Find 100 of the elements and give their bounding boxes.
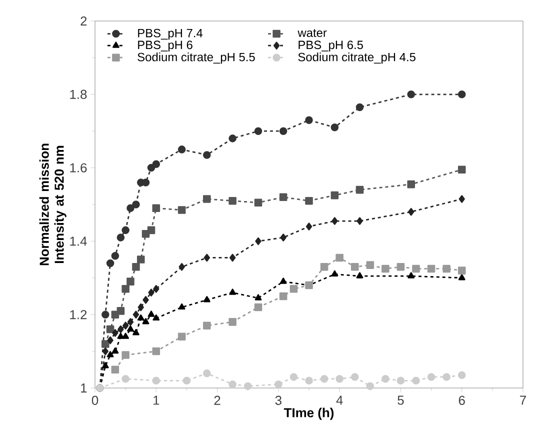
point [102, 347, 108, 356]
point [122, 285, 130, 293]
point [412, 376, 420, 385]
point [132, 329, 140, 336]
point [228, 196, 236, 205]
point [178, 303, 186, 310]
point [305, 376, 313, 385]
point [178, 263, 185, 271]
legend-label: Sodium citrate_pH 5.5 [138, 52, 255, 64]
x-tick-label: 6 [458, 396, 465, 405]
x-tick-label: 5 [398, 396, 404, 405]
point [305, 116, 313, 124]
point [203, 369, 211, 378]
point [228, 134, 236, 142]
point [116, 307, 125, 315]
point [106, 325, 114, 334]
point [254, 127, 262, 135]
point [305, 196, 313, 205]
point [458, 90, 466, 98]
point [152, 347, 160, 356]
y-tick-label: 1.8 [70, 90, 87, 99]
point [306, 222, 312, 230]
y-tick-label: 1 [81, 384, 87, 392]
point [112, 347, 119, 354]
point [458, 195, 465, 203]
x-tick-label: 4 [336, 396, 343, 405]
point [178, 332, 186, 341]
point [442, 373, 450, 381]
point [408, 272, 415, 278]
point [280, 278, 287, 284]
point [106, 351, 114, 358]
y-tick-label: 1.2 [70, 310, 87, 320]
point [152, 204, 160, 212]
point [126, 204, 134, 212]
point [147, 164, 156, 172]
point [102, 310, 110, 318]
point [396, 263, 405, 271]
point [204, 254, 210, 262]
point [350, 263, 359, 271]
point [228, 380, 236, 388]
point [102, 362, 109, 368]
point [279, 127, 288, 135]
x-tick-label: 7 [520, 396, 526, 405]
point [116, 234, 125, 242]
point [229, 288, 236, 295]
legend-label: PBS_pH 6.5 [298, 40, 363, 52]
x-tick-label: 1 [154, 396, 160, 405]
legend-label: Sodium citrate_pH 4.5 [298, 52, 416, 64]
point [148, 310, 155, 317]
point [407, 180, 415, 188]
point [336, 374, 344, 383]
point [458, 266, 466, 274]
point [350, 373, 359, 381]
point [203, 296, 210, 302]
point [330, 191, 339, 200]
point [111, 252, 120, 260]
point [106, 259, 114, 268]
point [148, 288, 154, 296]
point [442, 264, 450, 273]
point [366, 382, 374, 390]
point [254, 294, 262, 300]
point [147, 226, 156, 234]
point [229, 254, 236, 262]
point [427, 264, 436, 273]
point [132, 263, 140, 271]
y-tick-label: 1.4 [70, 236, 87, 246]
legend-label: water [298, 29, 327, 37]
x-tick-label: 3 [275, 396, 282, 405]
x-tick-label: 2 [214, 396, 220, 405]
point [382, 374, 390, 383]
point [279, 193, 288, 202]
point [122, 226, 130, 234]
point [127, 318, 134, 326]
point [320, 374, 328, 383]
point [458, 274, 466, 280]
point [203, 322, 211, 330]
point [137, 314, 144, 321]
point [153, 285, 160, 293]
point [332, 217, 338, 225]
point [356, 103, 364, 112]
point [152, 314, 160, 321]
point [152, 160, 160, 168]
legend-label: PBS_pH 7.4 [138, 28, 203, 40]
point [136, 256, 145, 264]
point [122, 322, 129, 330]
point [142, 296, 149, 304]
point [407, 90, 415, 98]
point [366, 261, 374, 269]
legend-label: PBS_pH 6 [138, 40, 192, 52]
point [290, 373, 298, 381]
point [178, 146, 186, 154]
point [122, 332, 130, 339]
point [182, 376, 191, 385]
point [356, 272, 364, 278]
point [228, 318, 236, 326]
point [382, 264, 390, 273]
point [203, 151, 211, 159]
point [356, 186, 364, 194]
point [427, 373, 436, 381]
point [408, 208, 414, 216]
